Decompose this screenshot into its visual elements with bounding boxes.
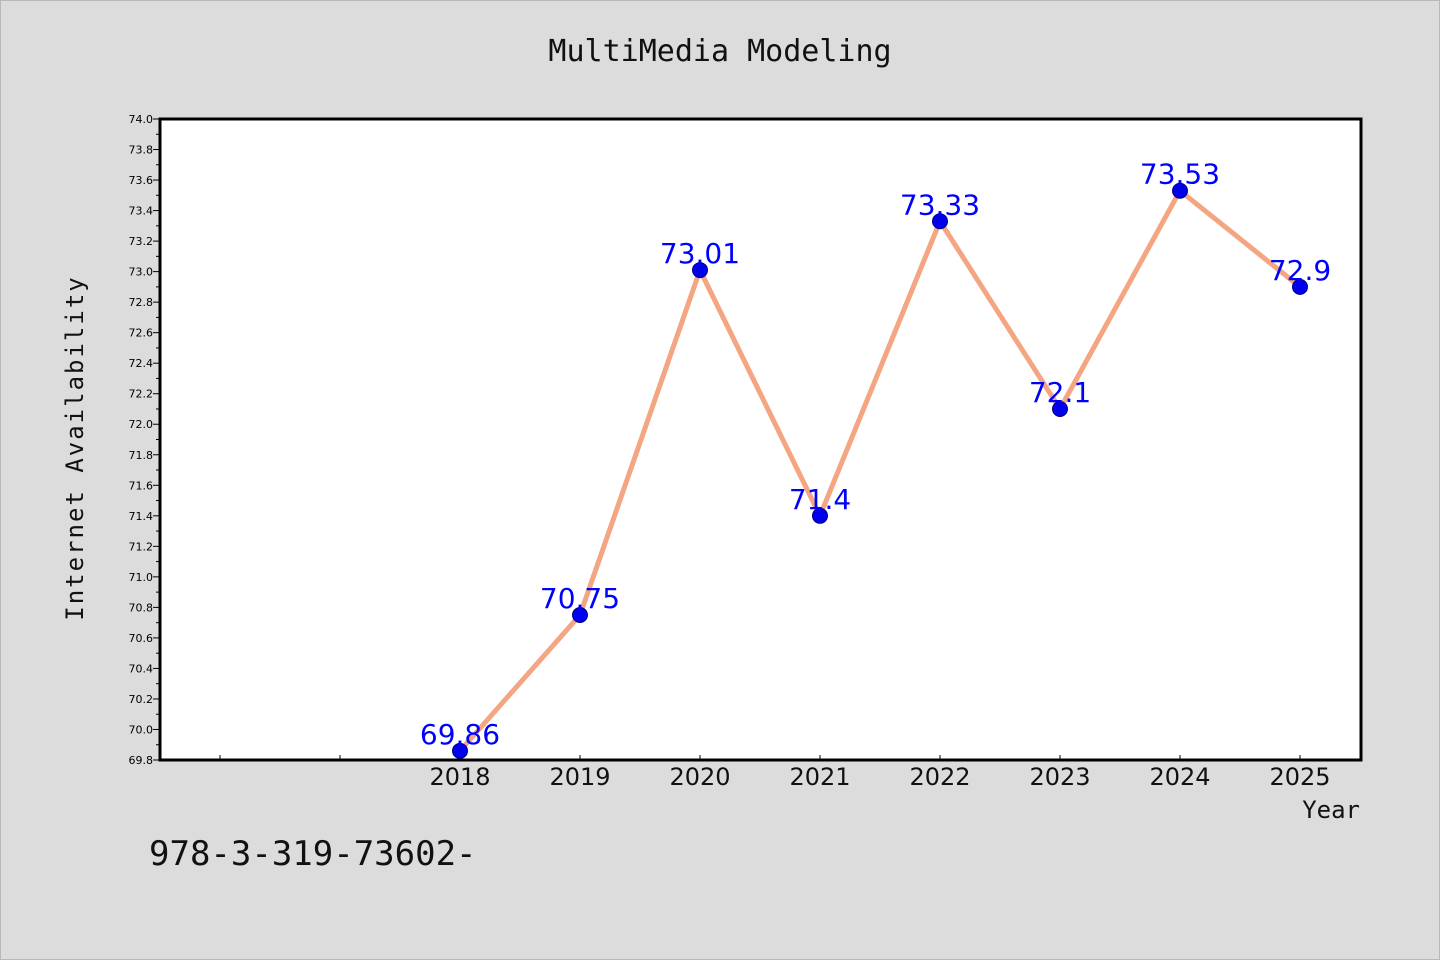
- data-label: 69.86: [420, 718, 500, 751]
- y-tick-label: 73.2: [129, 235, 154, 248]
- x-tick-label: 2023: [1029, 763, 1090, 791]
- x-tick-label: 2025: [1269, 763, 1330, 791]
- chart-title: MultiMedia Modeling: [548, 34, 892, 69]
- data-label: 72.9: [1269, 254, 1331, 287]
- data-point: [1052, 400, 1068, 417]
- data-point: [812, 507, 828, 524]
- y-tick-label: 70.8: [129, 601, 154, 614]
- data-point: [1172, 182, 1188, 199]
- y-axis-ticks: 69.8 70.0 70.2 70.4 70.6 70.8 71.0 71.2 71.4 71.6…: [129, 113, 160, 767]
- data-point: [932, 213, 948, 230]
- data-label: 73.53: [1140, 158, 1220, 191]
- footer-code: 978-3-319-73602-: [149, 834, 477, 874]
- x-tick-label: 2018: [429, 763, 490, 791]
- series-layer: [452, 182, 1308, 759]
- plot-area: [158, 117, 1363, 762]
- x-axis-label: Year: [1302, 796, 1360, 824]
- y-tick-label: 74.0: [129, 113, 154, 126]
- y-tick-label: 72.8: [129, 296, 154, 309]
- y-tick-label: 69.8: [129, 754, 154, 767]
- y-tick-label: 71.4: [129, 510, 154, 523]
- data-label: 73.01: [660, 237, 740, 270]
- data-point: [1292, 278, 1308, 295]
- y-tick-label: 70.0: [129, 723, 154, 736]
- x-tick-label: 2021: [789, 763, 850, 791]
- y-tick-label: 71.8: [129, 449, 154, 462]
- y-tick-label: 73.4: [129, 205, 154, 218]
- data-point: [692, 262, 708, 279]
- y-tick-label: 73.0: [129, 266, 154, 279]
- y-tick-label: 71.0: [129, 571, 154, 584]
- data-labels: 69.86 70.75 73.01 71.4 73.33 72.1 73.53 72.9: [420, 158, 1331, 751]
- y-tick-label: 72.6: [129, 327, 154, 340]
- y-tick-label: 70.4: [129, 662, 154, 675]
- y-tick-label: 73.6: [129, 174, 154, 187]
- data-point: [452, 742, 468, 759]
- y-tick-label: 72.4: [129, 357, 154, 370]
- y-tick-label: 71.6: [129, 479, 154, 492]
- y-tick-label: 72.2: [129, 388, 154, 401]
- data-label: 72.1: [1029, 376, 1091, 409]
- data-label: 73.33: [900, 188, 980, 221]
- y-tick-label: 70.2: [129, 693, 154, 706]
- y-tick-label: 71.2: [129, 540, 154, 553]
- x-tick-label: 2024: [1149, 763, 1210, 791]
- data-point: [572, 607, 588, 624]
- series-line: [457, 188, 1303, 754]
- data-label: 71.4: [789, 483, 851, 516]
- x-tick-label: 2022: [909, 763, 970, 791]
- x-tick-label: 2019: [549, 763, 610, 791]
- y-tick-label: 70.6: [129, 632, 154, 645]
- x-axis-ticks: 2018 2019 2020 2021 2022 2023 2024 2025: [219, 755, 1331, 791]
- x-tick-label: 2020: [669, 763, 730, 791]
- data-label: 70.75: [540, 582, 620, 615]
- y-tick-label: 73.8: [129, 144, 154, 157]
- y-tick-label: 72.0: [129, 418, 154, 431]
